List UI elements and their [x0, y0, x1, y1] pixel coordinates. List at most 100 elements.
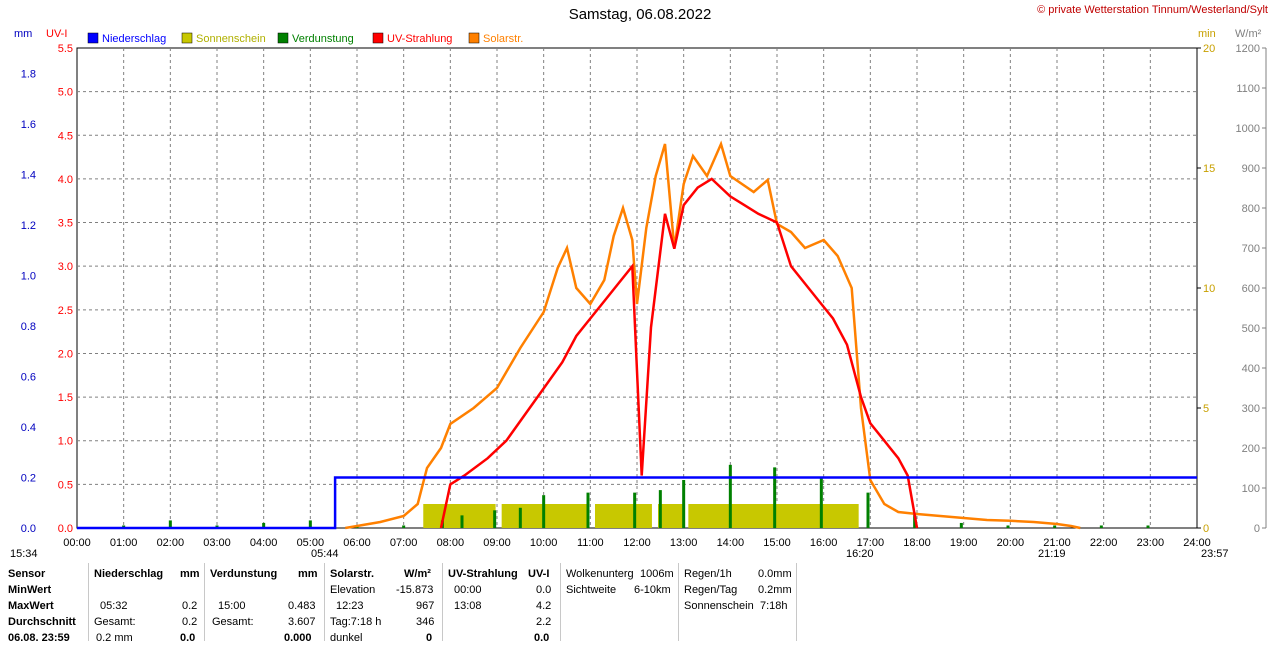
legend-label: UV-Strahlung: [387, 33, 452, 45]
col-divider: [678, 563, 679, 641]
min-tick-label: 5: [1203, 403, 1209, 415]
cloud-base-label: Wolkenunterg: [566, 568, 634, 580]
x-tick-label: 19:00: [950, 537, 978, 549]
uv-series-line: [439, 177, 919, 529]
legend-label: Verdunstung: [292, 33, 354, 45]
sunshine-bar: [423, 504, 496, 528]
evap-current-value: 0.000: [284, 632, 312, 644]
evaporation-bar: [1099, 525, 1103, 528]
marker-sunrise-time: 05:44: [311, 548, 339, 560]
legend-label: Niederschlag: [102, 33, 166, 45]
copyright-text: © private Wetterstation Tinnum/Westerlan…: [1037, 4, 1268, 16]
x-tick-label: 06:00: [343, 537, 371, 549]
col-divider: [324, 563, 325, 641]
evaporation-bar: [682, 480, 686, 528]
mm-tick-label: 1.0: [21, 270, 36, 282]
sunshine-bar: [595, 504, 652, 528]
x-tick-label: 23:00: [1137, 537, 1165, 549]
sensor-header: Sensor: [8, 568, 46, 580]
wm2-tick-label: 700: [1242, 243, 1260, 255]
evaporation-bar: [819, 477, 823, 528]
col-divider: [442, 563, 443, 641]
uv-avg-value: 2.2: [536, 616, 552, 628]
rain-header: Niederschlag: [94, 568, 164, 580]
uvi-tick-label: 1.5: [58, 392, 73, 404]
x-tick-label: 15:00: [763, 537, 791, 549]
x-tick-label: 05:00: [297, 537, 325, 549]
mm-tick-label: 0.0: [21, 523, 36, 535]
mm-tick-label: 0.6: [21, 371, 36, 383]
x-tick-label: 21:00: [1043, 537, 1071, 549]
col-divider: [204, 563, 205, 641]
x-tick-label: 04:00: [250, 537, 278, 549]
wm2-tick-label: 800: [1242, 203, 1260, 215]
mm-tick-label: 1.8: [21, 68, 36, 80]
mm-tick-label: 0.8: [21, 321, 36, 333]
evaporation-bar: [518, 507, 522, 528]
uv-unit: UV-I: [528, 568, 550, 580]
wm2-tick-label: 500: [1242, 323, 1260, 335]
uv-current-value: 0.0: [534, 632, 550, 644]
marker-right-time: 23:57: [1201, 548, 1229, 560]
x-tick-label: 13:00: [670, 537, 698, 549]
row-label-max: MaxWert: [8, 600, 54, 612]
evaporation-bar: [542, 495, 546, 528]
solar-elevation-label: Elevation: [330, 584, 376, 596]
evaporation-bar: [215, 525, 219, 528]
weather-chart: 00:00 01:00 02:00 03:00 04:00 05:00 06:00 07:00…: [21, 32, 1267, 549]
evaporation-bar: [122, 525, 126, 528]
wm2-tick-label: 1100: [1236, 83, 1260, 95]
rain-1h-label: Regen/1h: [684, 568, 732, 580]
unit-min-label: min: [1198, 28, 1216, 40]
mm-tick-label: 1.6: [21, 119, 36, 131]
evaporation-bar: [168, 520, 172, 528]
uv-min-time: 00:00: [454, 584, 482, 596]
legend-swatch: [468, 32, 480, 44]
marker-1620-time: 16:20: [846, 548, 874, 560]
x-tick-label: 09:00: [483, 537, 511, 549]
sunshine-bars: [423, 504, 859, 528]
legend-label: Solarstr.: [483, 33, 523, 45]
evaporation-bar: [633, 492, 637, 528]
x-tick-label: 02:00: [157, 537, 185, 549]
sunshine-bar: [658, 504, 686, 528]
legend-label: Sonnenschein: [196, 33, 266, 45]
rain-total-value: 0.2: [182, 616, 198, 628]
wm2-tick-label: 1200: [1236, 43, 1260, 55]
row-label-min: MinWert: [8, 584, 52, 596]
page-title: Samstag, 06.08.2022: [568, 6, 712, 23]
legend-swatch: [181, 32, 193, 44]
rain-series-line: [77, 476, 1197, 530]
uvi-tick-label: 1.0: [58, 436, 73, 448]
mm-tick-label: 0.4: [21, 422, 36, 434]
rain-current-label: 0.2 mm: [96, 632, 133, 644]
mm-tick-label: 0.2: [21, 472, 36, 484]
evaporation-bar: [1146, 525, 1150, 528]
row-label-avg: Durchschnitt: [8, 616, 76, 628]
x-tick-label: 20:00: [997, 537, 1025, 549]
min-tick-label: 20: [1203, 43, 1215, 55]
legend-swatch: [87, 32, 99, 44]
evaporation-bar: [658, 490, 662, 528]
marker-left-time: 15:34: [10, 548, 38, 560]
evaporation-bar: [460, 515, 464, 528]
x-tick-label: 00:00: [63, 537, 91, 549]
x-tick-label: 12:00: [623, 537, 651, 549]
evaporation-bar: [586, 492, 590, 528]
wm2-tick-label: 900: [1242, 163, 1260, 175]
evap-header: Verdunstung: [210, 568, 278, 580]
sunshine-label: Sonnenschein: [684, 600, 754, 612]
unit-uvi-label: UV-I: [46, 28, 68, 40]
wm2-tick-label: 100: [1242, 483, 1260, 495]
uvi-tick-label: 2.5: [58, 305, 73, 317]
rain-day-label: Regen/Tag: [684, 584, 738, 596]
chart-grid: [76, 47, 1267, 529]
marker-sunset-time: 21:19: [1038, 548, 1066, 560]
solar-max-value: 967: [416, 600, 435, 612]
unit-wm2-label: W/m²: [1235, 28, 1262, 40]
x-tick-label: 07:00: [390, 537, 418, 549]
legend: Niederschlag Sonnenschein Verdunstung UV-St…: [87, 32, 523, 45]
uvi-tick-label: 4.5: [58, 130, 73, 142]
solar-current-value: 0: [426, 632, 433, 644]
wm2-tick-label: 300: [1242, 403, 1260, 415]
